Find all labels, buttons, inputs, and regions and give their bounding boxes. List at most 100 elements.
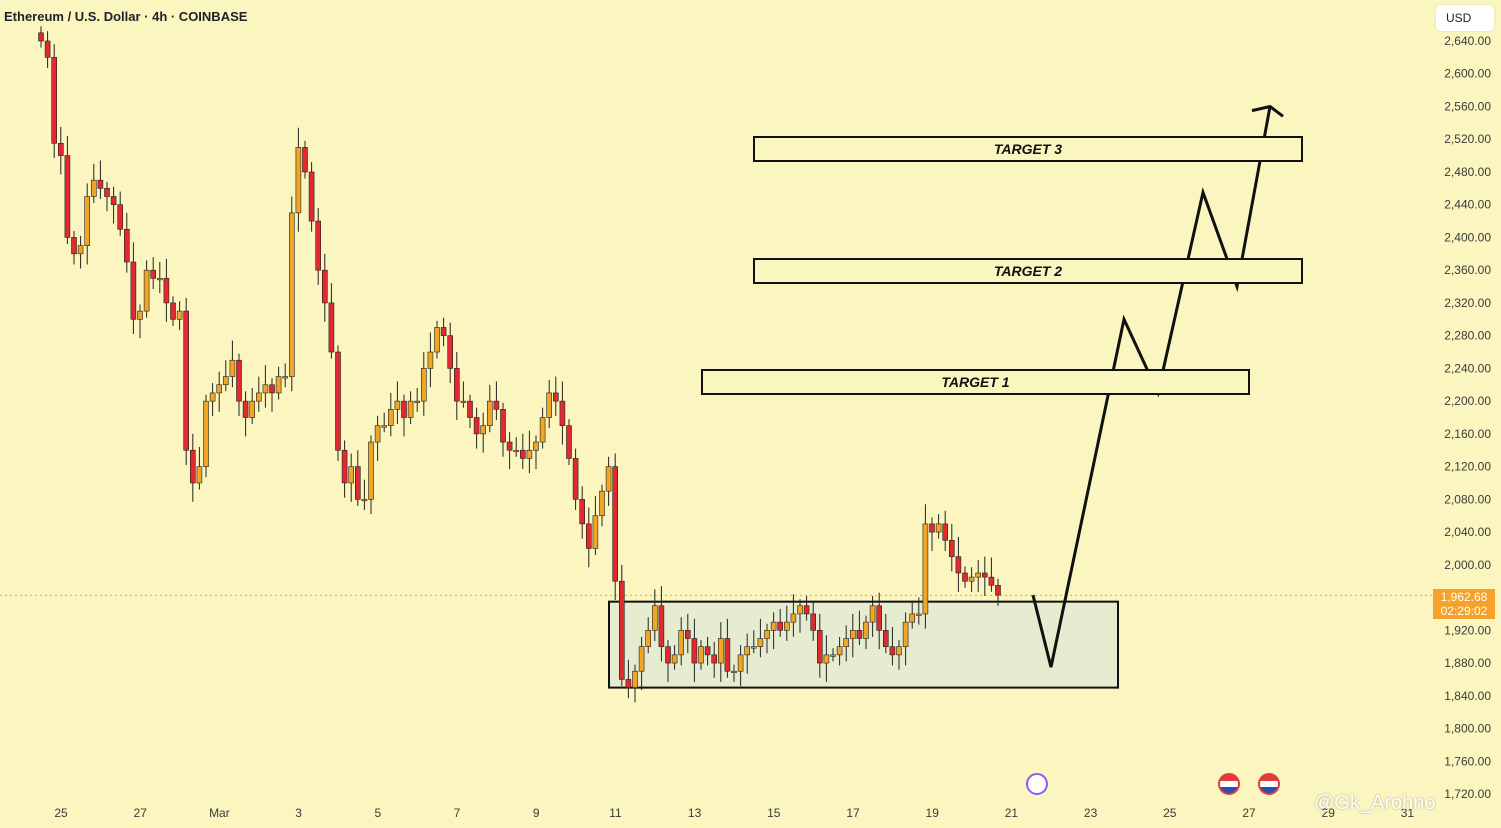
candle-body-down <box>810 613 817 631</box>
bar-countdown: 02:29:02 <box>1440 604 1488 618</box>
price-tick-label: 2,040.00 <box>1444 525 1491 539</box>
support-zone[interactable] <box>608 600 1119 689</box>
candle <box>321 253 328 322</box>
price-tick-label: 2,240.00 <box>1444 361 1491 375</box>
candle <box>269 378 275 412</box>
candle-body-down <box>242 400 249 418</box>
candle <box>632 664 638 703</box>
time-tick-label: 31 <box>1401 806 1415 820</box>
candle-body-down <box>308 171 315 222</box>
candle <box>157 261 163 294</box>
candle <box>803 595 810 621</box>
candle <box>566 419 572 465</box>
time-tick-label: 25 <box>54 806 68 820</box>
candle <box>572 448 579 510</box>
candle-body-down <box>117 204 123 230</box>
candle-body-down <box>711 654 718 664</box>
candle-body-up <box>678 630 685 656</box>
price-axis[interactable]: 1,720.00 1,760.00 1,800.00 1,840.00 1,880.00… <box>1444 34 1491 801</box>
candle <box>275 366 282 400</box>
price-tick-label: 2,320.00 <box>1444 296 1491 310</box>
candle <box>77 235 84 269</box>
candle-body-up <box>671 654 678 664</box>
candle <box>717 622 724 682</box>
candle-body-down <box>150 269 156 279</box>
us-flag-icon[interactable] <box>1258 773 1280 795</box>
event-icon[interactable] <box>1026 773 1048 795</box>
candle-body-up <box>737 654 744 672</box>
candle-body-down <box>500 409 506 443</box>
time-axis[interactable]: 25 27 Mar 3 5 7 9 11 13 15 17 19 21 23 25 27 29 31 <box>54 806 1414 820</box>
candle <box>651 589 658 641</box>
candle-body-up <box>84 196 90 246</box>
candle <box>770 612 777 650</box>
candle-body-up <box>368 441 374 500</box>
candle-body-down <box>519 449 526 459</box>
target-1-box[interactable]: TARGET 1 <box>701 369 1250 395</box>
candle-body-down <box>170 302 176 320</box>
candle-body-down <box>988 576 995 586</box>
candle-body-down <box>104 188 110 197</box>
candle-body-down <box>354 466 361 500</box>
candle <box>731 664 737 682</box>
candle-body-up <box>783 621 790 631</box>
price-tick-label: 1,800.00 <box>1444 722 1491 736</box>
candle-body-down <box>572 458 579 500</box>
candle <box>750 630 757 654</box>
candle-body-up <box>209 392 216 402</box>
price-tick-label: 2,360.00 <box>1444 263 1491 277</box>
candle-body-up <box>420 368 427 402</box>
candle <box>552 376 559 416</box>
time-tick-label: 25 <box>1163 806 1177 820</box>
candle <box>315 207 322 285</box>
target-2-box[interactable]: TARGET 2 <box>753 258 1303 284</box>
candle <box>843 625 850 662</box>
price-tick-label: 2,200.00 <box>1444 394 1491 408</box>
candle <box>948 523 955 572</box>
target-3-box[interactable]: TARGET 3 <box>753 136 1303 162</box>
price-tick-label: 1,920.00 <box>1444 623 1491 637</box>
candle <box>882 613 889 654</box>
candle <box>995 578 1001 606</box>
candle <box>51 44 58 159</box>
candle-body-down <box>948 539 955 557</box>
candle-body-up <box>381 425 388 428</box>
candle-body-up <box>797 605 803 615</box>
candle <box>282 363 289 388</box>
candle-body-up <box>750 646 757 649</box>
candle-body-up <box>592 515 599 549</box>
candle <box>605 456 612 506</box>
candle-body-down <box>955 556 962 574</box>
candle <box>407 391 414 425</box>
candle-body-up <box>387 409 394 426</box>
currency-button[interactable]: USD <box>1436 5 1494 31</box>
candle-body-up <box>863 621 869 639</box>
candle <box>513 437 520 457</box>
candle-body-up <box>902 621 909 647</box>
candle <box>486 384 493 433</box>
candle-body-down <box>665 646 671 664</box>
candle <box>401 394 407 437</box>
us-flag-icon[interactable] <box>1218 773 1240 795</box>
candle <box>394 381 401 425</box>
candle-body-up <box>922 523 929 615</box>
candle-body-up <box>486 400 493 426</box>
candle-body-down <box>612 466 619 582</box>
candle <box>480 412 487 453</box>
candle-body-up <box>935 523 942 533</box>
candle <box>216 371 222 412</box>
candle <box>625 659 632 699</box>
price-tick-label: 2,480.00 <box>1444 165 1491 179</box>
candle-body-up <box>394 400 401 410</box>
candle <box>955 536 962 592</box>
candle <box>942 510 949 551</box>
candle-body-up <box>77 245 84 255</box>
symbol-title[interactable]: Ethereum / U.S. Dollar · 4h · COINBASE <box>4 9 248 24</box>
candle-body-up <box>632 670 638 688</box>
time-tick-label: Mar <box>209 806 230 820</box>
candle-body-down <box>566 425 572 459</box>
candle <box>137 304 143 339</box>
candle <box>91 163 97 204</box>
candle-body-down <box>684 630 691 639</box>
